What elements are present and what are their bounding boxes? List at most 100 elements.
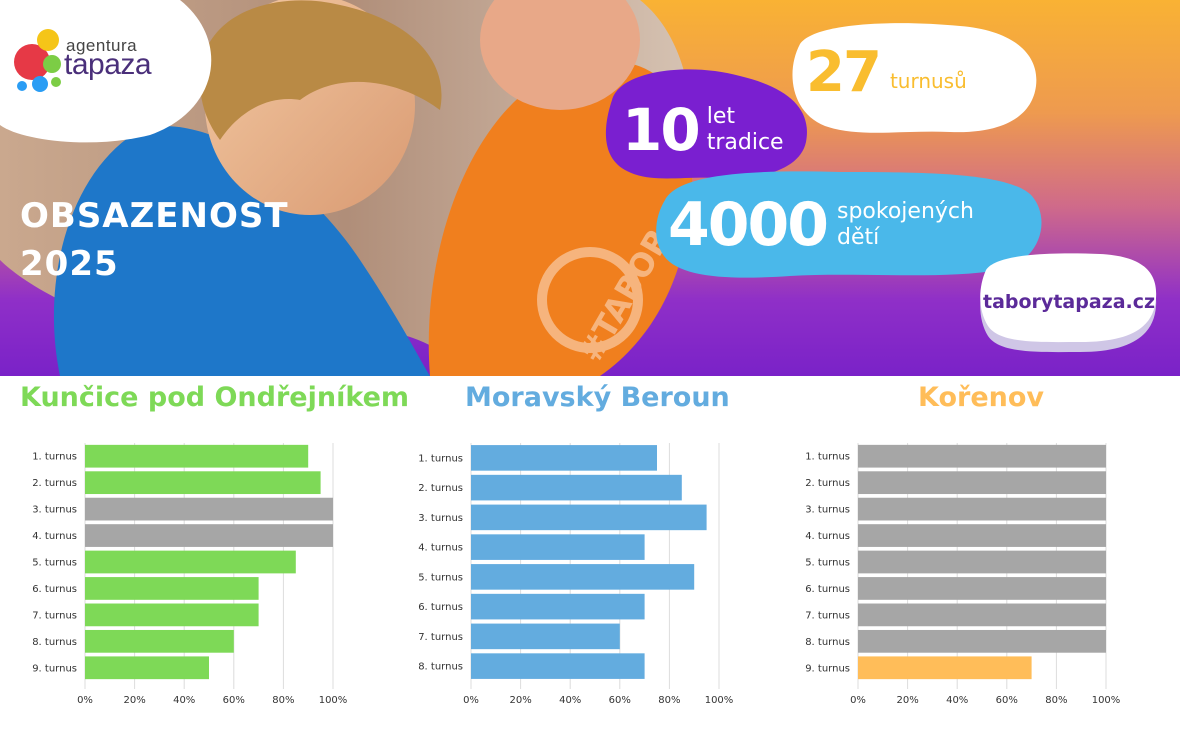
bar-2	[858, 471, 1106, 495]
stat-years-label: let tradice	[707, 104, 784, 156]
y-tick-label: 2. turnus	[805, 478, 850, 489]
y-tick-label: 7. turnus	[805, 610, 850, 621]
y-tick-label: 8. turnus	[805, 637, 850, 648]
chart-moravsky-beroun: 0% 20% 40% 60% 80% 100% 1. turnus 2. turnus 3. t…	[418, 443, 734, 706]
y-tick-label: 9. turnus	[32, 663, 77, 674]
x-tick-label: 60%	[609, 695, 631, 706]
y-tick-label: 5. turnus	[32, 558, 77, 569]
stat-turns-label: turnusů	[889, 68, 967, 93]
bar-6	[858, 577, 1106, 600]
x-tick-label: 60%	[996, 695, 1018, 706]
bar-9	[858, 656, 1032, 680]
y-tick-label: 3. turnus	[418, 513, 463, 524]
stat-kids-label-line1: spokojených	[837, 199, 974, 224]
bar-2	[471, 474, 682, 501]
x-tick-label: 80%	[1045, 695, 1067, 706]
stat-kids-label-line2: dětí	[837, 225, 880, 250]
y-tick-label: 9. turnus	[805, 663, 850, 674]
hero-title-line1: OBSAZENOST	[20, 196, 289, 236]
x-tick-label: 0%	[463, 695, 479, 706]
y-tick-label: 4. turnus	[418, 543, 463, 554]
x-tick-label: 80%	[658, 695, 680, 706]
logo-icon	[14, 29, 61, 92]
x-tick-label: 100%	[1092, 695, 1121, 706]
stat-years-number: 10	[622, 96, 701, 164]
stat-turns: 27 turnusů	[806, 40, 967, 105]
stat-years-blob	[605, 69, 807, 179]
bar-1	[858, 444, 1106, 468]
y-tick-label: 5. turnus	[418, 572, 463, 583]
website-link[interactable]: taborytapaza.cz	[983, 291, 1156, 313]
bar-3	[85, 497, 333, 521]
y-tick-label: 8. turnus	[418, 662, 463, 673]
y-tick-label: 5. turnus	[805, 558, 850, 569]
x-tick-label: 40%	[173, 695, 195, 706]
stat-kids: 4000 spokojených dětí	[668, 190, 974, 260]
bar-4	[858, 524, 1106, 547]
bar-1	[471, 445, 657, 471]
stat-years-label-line1: let	[706, 104, 735, 129]
bar-6	[85, 577, 259, 600]
x-tick-label: 20%	[896, 695, 918, 706]
x-tick-label: 0%	[850, 695, 866, 706]
bar-2	[85, 471, 321, 495]
bar-4	[471, 534, 645, 560]
stat-years: 10 let tradice	[622, 96, 784, 164]
bar-8	[471, 653, 645, 679]
logo-top-text: agentura	[66, 36, 138, 55]
y-tick-label: 6. turnus	[32, 584, 77, 595]
y-tick-label: 4. turnus	[32, 531, 77, 542]
stat-kids-blob	[656, 171, 1042, 278]
bar-4	[85, 524, 333, 547]
bar-5	[858, 550, 1106, 574]
hero-title: OBSAZENOST 2025	[20, 192, 289, 288]
y-tick-label: 7. turnus	[418, 632, 463, 643]
bar-5	[85, 550, 296, 574]
chart-title-moravsky-beroun: Moravský Beroun	[465, 382, 730, 413]
chart-kuncice: 0% 20% 40% 60% 80% 100% 1. turnus 2. turnus 3. t…	[32, 443, 348, 706]
y-tick-label: 8. turnus	[32, 637, 77, 648]
x-tick-label: 80%	[272, 695, 294, 706]
stat-kids-label: spokojených dětí	[837, 199, 974, 251]
stat-years-label-line2: tradice	[706, 130, 784, 155]
x-tick-label: 20%	[509, 695, 531, 706]
bar-7	[85, 603, 259, 627]
bar-3	[471, 504, 707, 531]
x-tick-label: 40%	[946, 695, 968, 706]
bar-7	[858, 603, 1106, 627]
x-tick-label: 20%	[123, 695, 145, 706]
y-tick-label: 6. turnus	[418, 602, 463, 613]
y-tick-label: 3. turnus	[805, 505, 850, 516]
website-blob	[980, 253, 1157, 343]
bar-6	[471, 593, 645, 620]
y-tick-label: 1. turnus	[805, 452, 850, 463]
y-tick-label: 6. turnus	[805, 584, 850, 595]
stat-blobs	[605, 23, 1157, 353]
chart-korenov: 0% 20% 40% 60% 80% 100% 1. turnus 2. turnus 3. t…	[805, 443, 1121, 706]
bar-1	[85, 444, 309, 468]
hero-banner: #TABOR agentura tapaza OBSAZENOST 2025 1…	[0, 0, 1180, 376]
chart-title-korenov: Kořenov	[918, 382, 1044, 413]
stat-turns-blob	[792, 23, 1037, 133]
hero-title-line2: 2025	[20, 244, 119, 284]
x-tick-label: 40%	[559, 695, 581, 706]
x-tick-label: 0%	[77, 695, 93, 706]
y-tick-label: 4. turnus	[805, 531, 850, 542]
chart-title-kuncice: Kunčice pod Ondřejníkem	[20, 382, 410, 413]
y-tick-label: 3. turnus	[32, 505, 77, 516]
stat-turns-number: 27	[806, 40, 882, 105]
bar-8	[858, 629, 1106, 653]
bar-3	[858, 497, 1106, 521]
stat-kids-number: 4000	[668, 190, 829, 260]
bar-5	[471, 564, 695, 590]
y-tick-label: 1. turnus	[418, 453, 463, 464]
y-tick-label: 7. turnus	[32, 610, 77, 621]
x-tick-label: 100%	[705, 695, 734, 706]
y-tick-label: 1. turnus	[32, 452, 77, 463]
bar-9	[85, 656, 209, 680]
bar-7	[471, 623, 620, 650]
bar-8	[85, 629, 234, 653]
x-tick-label: 100%	[319, 695, 348, 706]
y-tick-label: 2. turnus	[32, 478, 77, 489]
logo-main-text: tapaza	[64, 48, 152, 81]
